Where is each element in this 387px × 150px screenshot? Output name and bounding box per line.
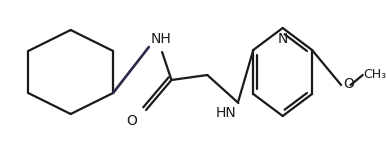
Text: O: O — [343, 77, 354, 91]
Text: N: N — [277, 32, 288, 46]
Text: O: O — [126, 114, 137, 128]
Text: HN: HN — [216, 106, 236, 120]
Text: CH₃: CH₃ — [364, 69, 387, 81]
Text: NH: NH — [151, 32, 171, 46]
